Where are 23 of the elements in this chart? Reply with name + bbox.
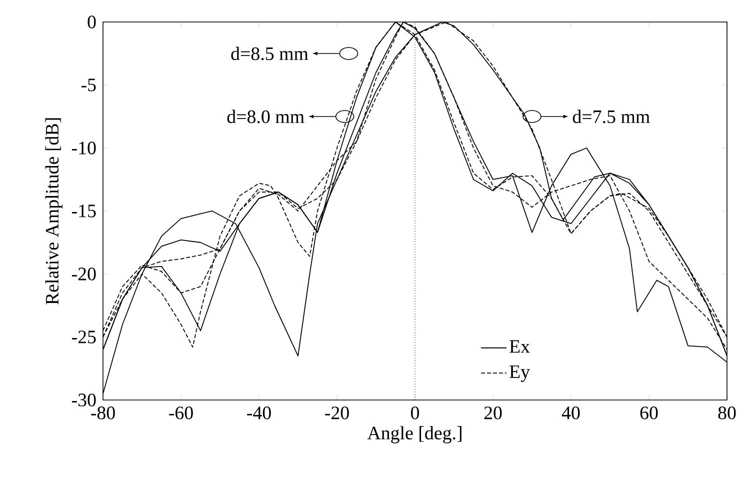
y-tick-label: -25	[72, 330, 96, 344]
legend-label: Ey	[510, 365, 530, 382]
y-axis-title: Relative Amplitude [dB]	[45, 118, 62, 305]
x-tick-label: 20	[484, 406, 502, 420]
y-tick-label: 0	[88, 16, 96, 28]
annotation: d=7.5 mm	[572, 110, 650, 124]
y-tick-label: -15	[72, 204, 96, 218]
y-tick-label: -30	[72, 394, 96, 406]
x-tick-label: -20	[325, 406, 349, 420]
y-tick-label: -10	[72, 142, 96, 154]
x-tick-label: -40	[247, 406, 271, 420]
annotation: d=8.5 mm	[231, 46, 308, 60]
y-tick-label: -5	[81, 78, 96, 92]
x-tick-label: 60	[640, 406, 658, 420]
x-axis-title: Angle [deg.]	[367, 426, 462, 444]
x-tick-label: 80	[718, 406, 736, 420]
legend-label: Ex	[510, 340, 530, 353]
x-tick-label: -80	[91, 406, 115, 420]
x-tick-label: 0	[410, 406, 420, 420]
annotation: d=8.0 mm	[227, 110, 304, 124]
x-tick-label: -60	[169, 406, 193, 420]
x-tick-label: 40	[562, 406, 580, 420]
y-tick-label: -20	[72, 268, 96, 280]
